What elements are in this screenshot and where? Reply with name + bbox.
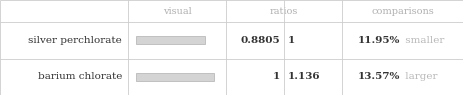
Text: 0.8805: 0.8805 (240, 36, 280, 45)
Text: 1: 1 (288, 36, 295, 45)
Bar (136, 73, 214, 81)
Text: smaller: smaller (402, 36, 445, 45)
Text: 1: 1 (273, 72, 280, 81)
Text: 11.95%: 11.95% (358, 36, 400, 45)
Text: 13.57%: 13.57% (358, 72, 400, 81)
Text: silver perchlorate: silver perchlorate (28, 36, 122, 45)
Text: visual: visual (163, 6, 191, 15)
Bar (136, 36, 205, 44)
Text: barium chlorate: barium chlorate (38, 72, 122, 81)
Text: 1.136: 1.136 (288, 72, 320, 81)
Text: comparisons: comparisons (371, 6, 434, 15)
Text: larger: larger (402, 72, 438, 81)
Text: ratios: ratios (270, 6, 298, 15)
